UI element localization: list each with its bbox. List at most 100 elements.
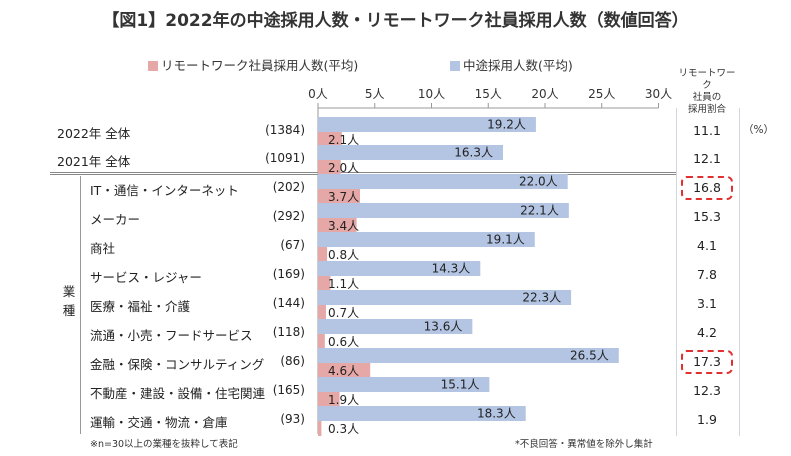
ratio-value: 12.1 xyxy=(693,151,721,166)
bar-midcareer xyxy=(318,261,481,276)
ratio-value: 4.2 xyxy=(697,325,717,340)
bar-remote-label: 0.3人 xyxy=(328,422,359,436)
legend-remote-swatch xyxy=(148,61,158,71)
ratio-highlight-box xyxy=(681,350,733,374)
row-label: 2022年 全体 xyxy=(57,126,131,141)
row-sample-size: (202) xyxy=(272,180,305,194)
bar-midcareer-label: 13.6人 xyxy=(424,320,463,334)
bar-remote xyxy=(318,334,325,349)
legend-midcareer-swatch xyxy=(450,61,460,71)
bar-midcareer-label: 15.1人 xyxy=(441,378,480,392)
legend-midcareer: 中途採用人数(平均) xyxy=(450,55,573,74)
bar-midcareer-label: 19.1人 xyxy=(486,233,525,247)
x-tick-label: 20人 xyxy=(531,87,558,101)
ratio-highlight-box xyxy=(681,176,733,200)
row-sample-size: (67) xyxy=(280,238,305,252)
bar-remote-label: 4.6人 xyxy=(328,364,359,378)
bar-remote xyxy=(318,305,326,320)
ratio-value: 11.1 xyxy=(693,123,721,138)
bar-midcareer xyxy=(318,117,536,132)
row-label: 金融・保険・コンサルティング xyxy=(90,357,265,372)
x-tick-label: 5人 xyxy=(365,87,385,101)
bar-midcareer xyxy=(318,406,526,421)
ratio-header-line-2: 社員の xyxy=(692,92,722,103)
row-label: 運輸・交通・物流・倉庫 xyxy=(90,415,228,430)
row-sample-size: (169) xyxy=(272,267,305,281)
row-sample-size: (93) xyxy=(280,412,305,426)
bar-remote-label: 1.1人 xyxy=(328,277,359,291)
x-tick-label: 15人 xyxy=(475,87,502,101)
bar-midcareer xyxy=(318,348,619,363)
bar-midcareer xyxy=(318,232,535,247)
percent-unit: （%） xyxy=(743,124,774,136)
bar-remote xyxy=(318,160,341,175)
bar-midcareer xyxy=(318,145,504,160)
bar-midcareer-label: 22.1人 xyxy=(520,204,559,218)
bar-remote xyxy=(318,276,331,291)
row-label: IT・通信・インターネット xyxy=(90,183,239,198)
ratio-value: 1.9 xyxy=(697,412,717,427)
chart-title: 【図1】2022年の中途採用人数・リモートワーク社員採用人数（数値回答） xyxy=(0,6,791,31)
row-sample-size: (86) xyxy=(280,354,305,368)
ratio-header-line-1: リモートワーク xyxy=(678,68,736,91)
ratio-header-line-3: 採用割合 xyxy=(687,104,726,115)
bar-remote-label: 3.4人 xyxy=(328,219,359,233)
industry-group-label: 業種 xyxy=(62,284,76,318)
footnote-right: *不良回答・異常値を除外し集計 xyxy=(515,439,653,450)
ratio-value: 15.3 xyxy=(693,209,721,224)
bar-remote-label: 1.9人 xyxy=(328,393,359,407)
ratio-value: 4.1 xyxy=(697,238,717,253)
bar-midcareer-label: 16.3人 xyxy=(454,146,493,160)
bar-midcareer-label: 14.3人 xyxy=(432,262,471,276)
row-sample-size: (1384) xyxy=(265,123,305,137)
ratio-value: 12.3 xyxy=(693,383,721,398)
bar-midcareer-label: 22.0人 xyxy=(519,175,558,189)
ratio-value: 16.8 xyxy=(693,180,721,195)
x-tick-label: 0人 xyxy=(308,87,328,101)
row-sample-size: (165) xyxy=(272,383,305,397)
bar-remote xyxy=(318,132,342,147)
row-label: 2021年 全体 xyxy=(57,154,131,169)
bar-remote-label: 2.1人 xyxy=(328,133,359,147)
legend-remote: リモートワーク社員採用人数(平均) xyxy=(148,55,358,74)
separator-top xyxy=(50,172,676,173)
row-label: 流通・小売・フードサービス xyxy=(90,328,253,343)
legend-remote-label: リモートワーク社員採用人数(平均) xyxy=(161,58,359,73)
row-sample-size: (118) xyxy=(272,325,305,339)
ratio-value: 7.8 xyxy=(697,267,717,282)
bar-remote xyxy=(318,421,322,436)
ratio-value: 3.1 xyxy=(697,296,717,311)
bar-midcareer-label: 19.2人 xyxy=(487,118,526,132)
row-label: 医療・福祉・介護 xyxy=(90,299,191,314)
bar-remote xyxy=(318,189,360,204)
row-label: 商社 xyxy=(90,241,116,256)
bar-midcareer xyxy=(318,174,568,189)
bar-remote xyxy=(318,363,371,378)
row-sample-size: (144) xyxy=(272,296,305,310)
bar-remote xyxy=(318,247,328,262)
ratio-column-header: リモートワーク 社員の 採用割合 xyxy=(676,68,738,116)
x-tick-label: 10人 xyxy=(418,87,445,101)
row-label: サービス・レジャー xyxy=(90,270,202,285)
x-tick-label: 25人 xyxy=(588,87,615,101)
bar-midcareer xyxy=(318,203,569,218)
row-label: 不動産・建設・設備・住宅関連 xyxy=(90,386,266,401)
ratio-value: 17.3 xyxy=(693,354,721,369)
bar-midcareer-label: 22.3人 xyxy=(522,291,561,305)
footnote-left: ※n=30以上の業種を抜粋して表記 xyxy=(90,439,238,450)
industry-bracket xyxy=(80,176,85,434)
bar-remote-label: 0.7人 xyxy=(328,306,359,320)
bar-remote xyxy=(318,392,340,407)
bar-remote-label: 3.7人 xyxy=(328,190,359,204)
legend-midcareer-label: 中途採用人数(平均) xyxy=(463,58,573,73)
row-label: メーカー xyxy=(90,212,141,227)
x-tick-label: 30人 xyxy=(645,87,672,101)
bar-remote-label: 0.6人 xyxy=(328,335,359,349)
bar-midcareer-label: 26.5人 xyxy=(570,349,609,363)
row-sample-size: (1091) xyxy=(265,151,305,165)
bar-midcareer xyxy=(318,290,572,305)
chart-title-text: 【図1】2022年の中途採用人数・リモートワーク社員採用人数（数値回答） xyxy=(102,11,689,31)
bar-remote-label: 0.8人 xyxy=(328,248,359,262)
bar-midcareer xyxy=(318,319,473,334)
